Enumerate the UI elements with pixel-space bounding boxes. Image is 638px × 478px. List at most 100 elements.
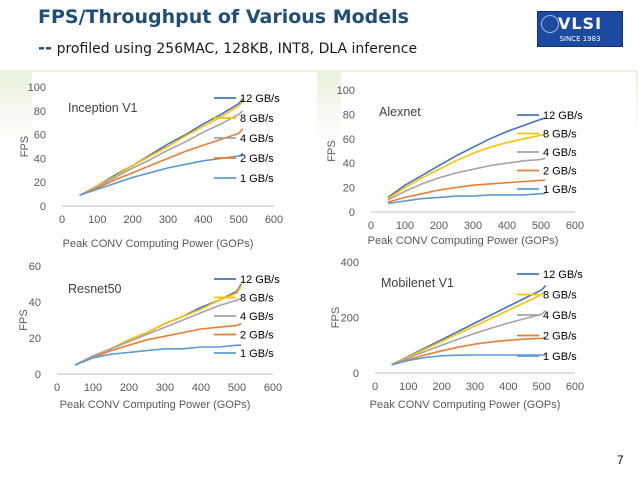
inception-v1-x-tick-label: 600 xyxy=(265,214,283,226)
resnet50-x-tick-label: 100 xyxy=(84,382,102,394)
resnet50-legend-entry: 12 GB/s xyxy=(240,274,280,286)
inception-v1-x-tick-label: 200 xyxy=(123,214,141,226)
alexnet-chart: 0 100 200 300 400 500 600 0 20 40 60 80 100 Peak CONV… xyxy=(326,72,636,255)
alexnet-y-tick-label: 20 xyxy=(343,183,355,195)
alexnet-legend-entry: 4 GB/s xyxy=(543,147,577,159)
resnet50-legend-entry: 2 GB/s xyxy=(240,330,274,342)
resnet50-x-tick-label: 300 xyxy=(156,382,174,394)
resnet50-legend-entry: 1 GB/s xyxy=(240,348,274,360)
mobilenet-v1-plot-area xyxy=(345,255,636,418)
page-number: 7 xyxy=(617,453,624,467)
mobilenet-v1-series-line xyxy=(391,337,546,366)
resnet50-legend-entry: 4 GB/s xyxy=(240,311,274,323)
resnet50-y-tick-label: 40 xyxy=(29,297,41,309)
alexnet-x-tick-label: 0 xyxy=(368,220,374,232)
alexnet-x-tick-label: 300 xyxy=(464,220,482,232)
mobilenet-v1-y-tick-label: 0 xyxy=(353,368,359,380)
mobilenet-v1-y-tick-label: 200 xyxy=(341,313,359,325)
alexnet-legend-entry: 8 GB/s xyxy=(543,129,577,141)
resnet50-y-tick-label: 0 xyxy=(35,369,41,381)
subtitle-text: profiled using 256MAC, 128KB, INT8, DLA … xyxy=(56,41,418,57)
alexnet-series-line xyxy=(387,192,546,205)
inception-v1-x-axis-label: Peak CONV Computing Power (GOPs) xyxy=(63,238,254,250)
inception-v1-y-tick-label: 0 xyxy=(40,201,46,213)
vlsi-logo: VLSI SINCE 1983 xyxy=(537,11,623,47)
mobilenet-v1-chart: 0 100 200 300 400 500 600 0 200 400 Peak CONV Comp… xyxy=(330,255,636,418)
inception-v1-chart: 0 100 200 300 400 500 600 0 20 40 60 80 100 Peak CONV… xyxy=(19,72,317,255)
inception-v1-legend-entry: 1 GB/s xyxy=(240,173,274,185)
inception-v1-legend-entry: 4 GB/s xyxy=(240,133,274,145)
resnet50-y-axis-label: FPS xyxy=(18,309,30,330)
mobilenet-v1-x-tick-label: 200 xyxy=(432,381,450,393)
inception-v1-y-axis-label: FPS xyxy=(19,136,31,157)
inception-v1-legend-entry: 8 GB/s xyxy=(240,113,274,125)
mobilenet-v1-series-line xyxy=(391,354,546,366)
mobilenet-v1-chart-title: Mobilenet V1 xyxy=(381,276,454,290)
resnet50-legend-entry: 8 GB/s xyxy=(240,293,274,305)
alexnet-series-line xyxy=(387,179,546,203)
resnet50-x-tick-label: 600 xyxy=(264,382,282,394)
mobilenet-v1-x-tick-label: 0 xyxy=(372,381,378,393)
alexnet-x-axis-label: Peak CONV Computing Power (GOPs) xyxy=(368,235,559,247)
mobilenet-v1-legend-entry: 8 GB/s xyxy=(543,290,577,302)
alexnet-plot-area xyxy=(341,72,636,255)
alexnet-x-tick-label: 100 xyxy=(396,220,414,232)
globe-icon xyxy=(541,15,559,33)
logo-text: VLSI xyxy=(557,14,603,33)
inception-v1-x-tick-label: 100 xyxy=(88,214,106,226)
alexnet-x-tick-label: 200 xyxy=(430,220,448,232)
inception-v1-series-line xyxy=(79,110,244,197)
inception-v1-y-tick-label: 100 xyxy=(28,82,46,94)
alexnet-series-line xyxy=(387,157,546,201)
alexnet-legend-entry: 12 GB/s xyxy=(543,110,583,122)
mobilenet-v1-legend-entry: 12 GB/s xyxy=(543,269,583,281)
resnet50-series-line xyxy=(74,322,242,366)
slide-header: FPS/Throughput of Various Models -- prof… xyxy=(0,0,638,70)
alexnet-y-axis-label: FPS xyxy=(326,140,338,161)
alexnet-y-tick-label: 0 xyxy=(349,207,355,219)
alexnet-x-tick-label: 400 xyxy=(498,220,516,232)
mobilenet-v1-x-tick-label: 600 xyxy=(566,381,584,393)
mobilenet-v1-legend-entry: 4 GB/s xyxy=(543,310,577,322)
inception-v1-plot-area xyxy=(32,72,317,255)
inception-v1-x-tick-label: 300 xyxy=(159,214,177,226)
inception-v1-x-tick-label: 0 xyxy=(59,214,65,226)
inception-v1-x-tick-label: 400 xyxy=(194,214,212,226)
resnet50-x-tick-label: 500 xyxy=(228,382,246,394)
resnet50-y-tick-label: 60 xyxy=(29,261,41,273)
inception-v1-legend-entry: 2 GB/s xyxy=(240,153,274,165)
inception-v1-legend-entry: 12 GB/s xyxy=(240,93,280,105)
resnet50-x-tick-label: 400 xyxy=(192,382,210,394)
mobilenet-v1-y-tick-label: 400 xyxy=(341,257,359,269)
alexnet-series-line xyxy=(387,117,546,199)
alexnet-y-tick-label: 100 xyxy=(337,85,355,97)
mobilenet-v1-legend-entry: 2 GB/s xyxy=(543,331,577,343)
inception-v1-chart-title: Inception V1 xyxy=(68,101,138,115)
resnet50-x-tick-label: 200 xyxy=(120,382,138,394)
mobilenet-v1-x-axis-label: Peak CONV Computing Power (GOPs) xyxy=(370,399,561,411)
alexnet-y-tick-label: 40 xyxy=(343,158,355,170)
inception-v1-y-tick-label: 40 xyxy=(34,153,46,165)
alexnet-x-tick-label: 500 xyxy=(532,220,550,232)
mobilenet-v1-x-tick-label: 400 xyxy=(499,381,517,393)
subtitle-dash: -- xyxy=(38,38,53,58)
resnet50-plot-area xyxy=(27,255,317,418)
inception-v1-series-line xyxy=(79,100,244,197)
resnet50-chart: 0 100 200 300 400 500 600 0 20 40 60 Peak CONV Comp… xyxy=(18,255,317,418)
mobilenet-v1-series-line xyxy=(391,310,547,366)
slide-title: FPS/Throughput of Various Models xyxy=(38,6,409,28)
mobilenet-v1-series-line xyxy=(391,290,547,366)
alexnet-legend-entry: 1 GB/s xyxy=(543,184,577,196)
mobilenet-v1-x-tick-label: 500 xyxy=(532,381,550,393)
alexnet-chart-title: Alexnet xyxy=(379,105,421,119)
logo-subtext: SINCE 1983 xyxy=(559,35,601,43)
alexnet-legend-entry: 2 GB/s xyxy=(543,166,577,178)
resnet50-x-tick-label: 0 xyxy=(54,382,60,394)
alexnet-y-tick-label: 80 xyxy=(343,109,355,121)
mobilenet-v1-x-tick-label: 300 xyxy=(466,381,484,393)
inception-v1-y-tick-label: 20 xyxy=(34,177,46,189)
mobilenet-v1-y-axis-label: FPS xyxy=(330,307,342,328)
mobilenet-v1-legend-entry: 1 GB/s xyxy=(543,351,577,363)
mobilenet-v1-x-tick-label: 100 xyxy=(399,381,417,393)
alexnet-y-tick-label: 60 xyxy=(343,134,355,146)
